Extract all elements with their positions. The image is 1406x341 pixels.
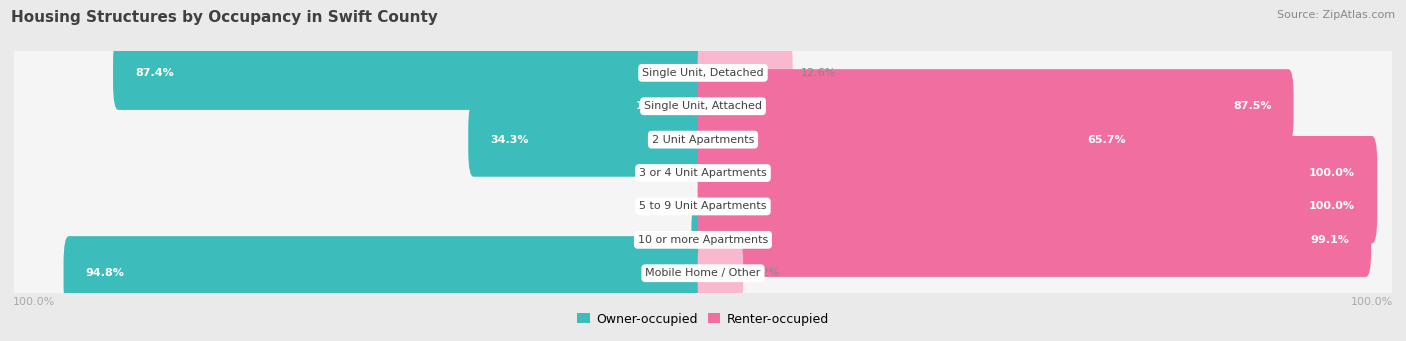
Text: 5.2%: 5.2%: [751, 268, 779, 278]
FancyBboxPatch shape: [697, 36, 793, 110]
Text: 3 or 4 Unit Apartments: 3 or 4 Unit Apartments: [640, 168, 766, 178]
Text: 100.0%: 100.0%: [1309, 168, 1355, 178]
Text: 12.6%: 12.6%: [800, 68, 837, 78]
FancyBboxPatch shape: [14, 124, 1392, 222]
FancyBboxPatch shape: [697, 236, 744, 310]
FancyBboxPatch shape: [697, 203, 1371, 277]
Text: 5 to 9 Unit Apartments: 5 to 9 Unit Apartments: [640, 202, 766, 211]
FancyBboxPatch shape: [697, 103, 1147, 177]
FancyBboxPatch shape: [692, 203, 709, 277]
FancyBboxPatch shape: [14, 224, 1392, 322]
FancyBboxPatch shape: [697, 136, 1378, 210]
Text: 87.4%: 87.4%: [135, 68, 174, 78]
FancyBboxPatch shape: [697, 69, 1294, 143]
FancyBboxPatch shape: [468, 103, 709, 177]
Legend: Owner-occupied, Renter-occupied: Owner-occupied, Renter-occupied: [572, 308, 834, 330]
Text: 34.3%: 34.3%: [491, 135, 529, 145]
Text: 2 Unit Apartments: 2 Unit Apartments: [652, 135, 754, 145]
Text: Single Unit, Detached: Single Unit, Detached: [643, 68, 763, 78]
Text: 87.5%: 87.5%: [1233, 101, 1271, 111]
Text: 65.7%: 65.7%: [1087, 135, 1126, 145]
FancyBboxPatch shape: [14, 57, 1392, 155]
Text: Housing Structures by Occupancy in Swift County: Housing Structures by Occupancy in Swift…: [11, 10, 439, 25]
Text: Source: ZipAtlas.com: Source: ZipAtlas.com: [1277, 10, 1395, 20]
Text: 0.94%: 0.94%: [713, 235, 752, 245]
FancyBboxPatch shape: [14, 191, 1392, 289]
Text: 100.0%: 100.0%: [1309, 202, 1355, 211]
FancyBboxPatch shape: [14, 24, 1392, 122]
Text: 0.0%: 0.0%: [655, 168, 683, 178]
Text: 99.1%: 99.1%: [1310, 235, 1350, 245]
FancyBboxPatch shape: [63, 236, 709, 310]
Text: 10 or more Apartments: 10 or more Apartments: [638, 235, 768, 245]
FancyBboxPatch shape: [614, 69, 709, 143]
FancyBboxPatch shape: [14, 91, 1392, 189]
FancyBboxPatch shape: [112, 36, 709, 110]
FancyBboxPatch shape: [14, 157, 1392, 255]
Text: 94.8%: 94.8%: [86, 268, 125, 278]
Text: Mobile Home / Other: Mobile Home / Other: [645, 268, 761, 278]
Text: 0.0%: 0.0%: [655, 202, 683, 211]
Text: Single Unit, Attached: Single Unit, Attached: [644, 101, 762, 111]
Text: 12.5%: 12.5%: [636, 101, 675, 111]
FancyBboxPatch shape: [697, 169, 1378, 243]
